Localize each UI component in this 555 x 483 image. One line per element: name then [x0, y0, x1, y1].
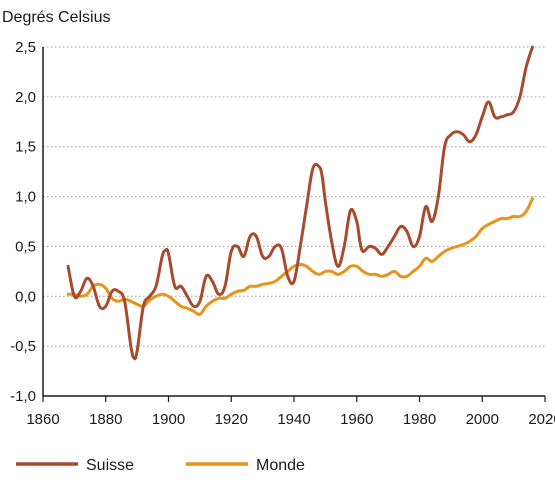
x-tick-label: 1880 — [89, 411, 122, 428]
x-tick-label: 1860 — [26, 411, 59, 428]
legend-label-monde: Monde — [256, 457, 305, 474]
y-axis-unit-label: Degrés Celsius — [2, 9, 110, 26]
y-tick-label: -0,5 — [10, 338, 36, 355]
x-tick-label: 2000 — [466, 411, 499, 428]
y-tick-label: 1,0 — [15, 189, 36, 206]
x-tick-label: 1900 — [152, 411, 185, 428]
x-tick-label: 1960 — [340, 411, 373, 428]
x-tick-label: 1920 — [215, 411, 248, 428]
y-tick-label: 0,0 — [15, 288, 36, 305]
x-tick-label: 1980 — [403, 411, 436, 428]
y-tick-label: 0,5 — [15, 238, 36, 255]
x-tick-label: 1940 — [277, 411, 310, 428]
legend-label-suisse: Suisse — [86, 457, 134, 474]
axes — [42, 47, 546, 402]
y-tick-label: 1,5 — [15, 139, 36, 156]
series-line-monde — [66, 197, 534, 316]
y-tick-label: 2,5 — [15, 39, 36, 56]
tick-labels: -1,0 -0,5 0,0 0,5 1,0 1,5 2,0 2,5 1860 1880 1900 19… — [10, 39, 555, 428]
x-tick-label: 2020 — [528, 411, 555, 428]
y-tick-label: 2,0 — [15, 89, 36, 106]
legend: Suisse Monde — [16, 457, 305, 474]
series-line-suisse — [66, 45, 534, 361]
y-tick-label: -1,0 — [10, 388, 36, 405]
series-lines — [66, 45, 534, 361]
